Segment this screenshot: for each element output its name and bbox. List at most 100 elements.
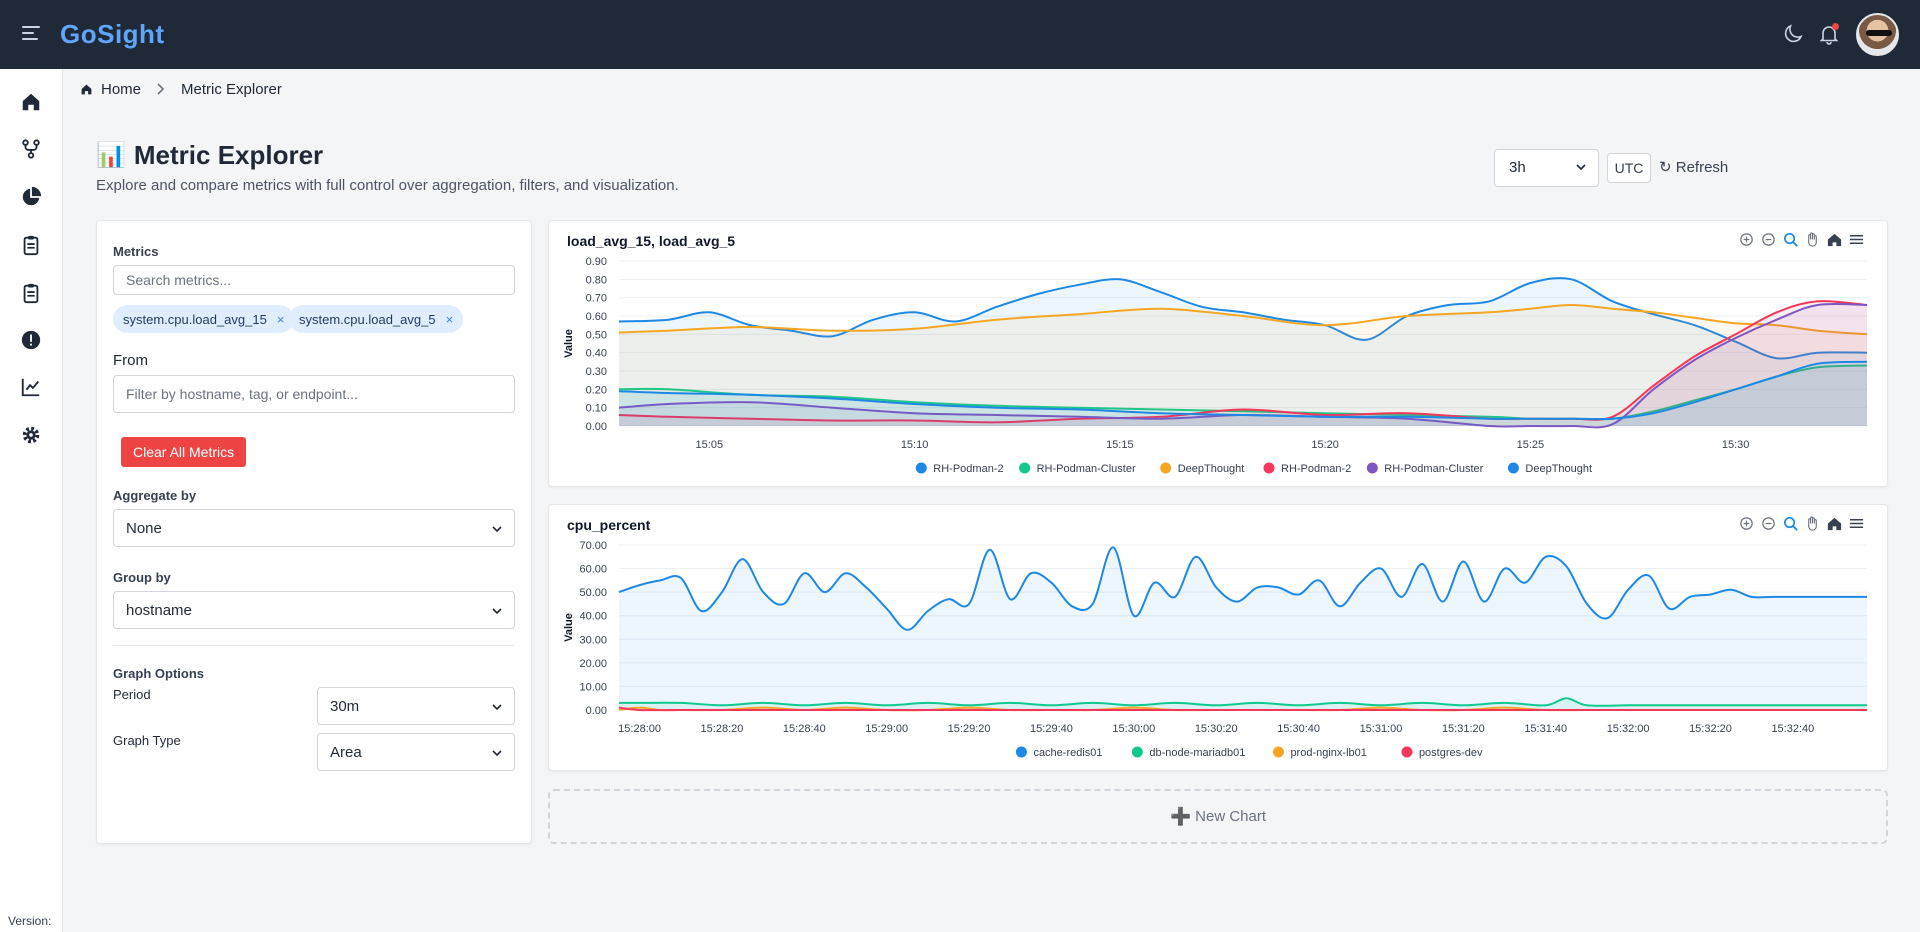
chevron-down-icon — [492, 750, 502, 757]
new-chart-button[interactable]: ➕ New Chart — [548, 789, 1888, 844]
time-range-value: 3h — [1509, 159, 1526, 176]
refresh-button[interactable]: ↻ Refresh — [1659, 159, 1729, 176]
series-area-1 — [619, 365, 1867, 426]
graph-type-select[interactable]: Area — [317, 733, 515, 771]
page-subtitle: Explore and compare metrics with full co… — [96, 177, 679, 194]
y-axis-label: Value — [563, 613, 575, 642]
pan-hand-icon[interactable] — [1804, 231, 1821, 248]
bell-icon[interactable] — [1817, 22, 1841, 46]
sidebar: Version: — [0, 69, 63, 932]
remove-chip-icon[interactable]: × — [445, 311, 454, 327]
legend-label: RH-Podman-2 — [1281, 463, 1351, 475]
x-tick-label: 15:29:20 — [948, 723, 991, 735]
cpu-percent-chart[interactable]: Value 0.00 10.00 20.00 30.00 40.00 50.00 60.00 7… — [549, 505, 1889, 772]
period-select[interactable]: 30m — [317, 687, 515, 725]
legend-marker — [1131, 746, 1143, 758]
y-tick-label: 0.10 — [586, 403, 607, 415]
time-range-select[interactable]: 3h — [1494, 149, 1599, 187]
menu-icon[interactable] — [22, 26, 40, 40]
clipboard-icon[interactable] — [20, 234, 44, 258]
y-tick-label: 20.00 — [579, 658, 607, 670]
chevron-down-icon — [492, 704, 502, 711]
gear-icon[interactable] — [20, 424, 44, 448]
chart-menu-icon[interactable] — [1848, 515, 1865, 532]
x-tick-label: 15:20 — [1311, 439, 1339, 451]
y-tick-label: 0.50 — [586, 329, 607, 341]
x-tick-label: 15:30:40 — [1277, 723, 1320, 735]
x-tick-label: 15:10 — [901, 439, 929, 451]
alert-icon[interactable] — [20, 329, 44, 353]
avatar[interactable] — [1856, 13, 1899, 56]
x-tick-label: 15:31:40 — [1524, 723, 1567, 735]
metric-chip: system.cpu.load_avg_15 × — [113, 305, 295, 333]
y-tick-label: 0.60 — [586, 311, 607, 323]
chart-title: cpu_percent — [567, 517, 651, 533]
legend-label: RH-Podman-Cluster — [1037, 463, 1136, 475]
y-tick-label: 0.30 — [586, 366, 607, 378]
zoom-out-icon[interactable] — [1760, 515, 1777, 532]
graph-options-label: Graph Options — [113, 666, 204, 681]
y-tick-label: 0.00 — [586, 705, 607, 717]
y-tick-label: 60.00 — [579, 564, 607, 576]
series-line-3 — [618, 706, 1867, 712]
from-filter-input[interactable]: Filter by hostname, tag, or endpoint... — [113, 375, 515, 413]
pie-chart-icon[interactable] — [20, 186, 44, 210]
pan-hand-icon[interactable] — [1804, 515, 1821, 532]
utc-toggle-button[interactable]: UTC — [1607, 153, 1651, 183]
reset-home-icon[interactable] — [1826, 231, 1843, 248]
line-chart-icon[interactable] — [20, 376, 44, 400]
zoom-in-icon[interactable] — [1738, 515, 1755, 532]
metrics-label: Metrics — [113, 244, 159, 259]
branch-icon[interactable] — [20, 138, 44, 162]
legend-marker — [915, 462, 927, 474]
group-by-select[interactable]: hostname — [113, 591, 515, 629]
y-tick-label: 40.00 — [579, 611, 607, 623]
selection-zoom-icon[interactable] — [1782, 231, 1799, 248]
search-metrics-input[interactable]: Search metrics... — [113, 265, 515, 295]
legend-label: db-node-mariadb01 — [1149, 747, 1245, 759]
series-line-0 — [618, 277, 1868, 360]
moon-icon[interactable] — [1781, 22, 1805, 46]
legend-marker — [1015, 746, 1027, 758]
aggregate-select[interactable]: None — [113, 509, 515, 547]
chevron-down-icon — [492, 608, 502, 615]
brand-logo[interactable]: GoSight — [60, 19, 165, 49]
series-line-5 — [618, 360, 1868, 421]
graph-type-value: Area — [330, 743, 362, 761]
series-line-0 — [618, 546, 1867, 631]
legend-label: RH-Podman-Cluster — [1384, 463, 1483, 475]
chevron-down-icon — [492, 526, 502, 533]
legend-marker — [1366, 462, 1378, 474]
y-tick-label: 0.20 — [586, 384, 607, 396]
x-tick-label: 15:31:00 — [1360, 723, 1403, 735]
aggregate-value: None — [126, 519, 162, 537]
series-area-5 — [619, 361, 1867, 426]
metric-chip-label: system.cpu.load_avg_15 — [123, 311, 267, 327]
reset-home-icon[interactable] — [1826, 515, 1843, 532]
home-icon[interactable] — [80, 83, 93, 96]
x-tick-label: 15:30:00 — [1112, 723, 1155, 735]
home-icon[interactable] — [20, 91, 44, 115]
chart-menu-icon[interactable] — [1848, 231, 1865, 248]
series-area-3 — [619, 301, 1867, 426]
plus-icon: ➕ — [1169, 806, 1192, 826]
zoom-out-icon[interactable] — [1760, 231, 1777, 248]
breadcrumb-home[interactable]: Home — [101, 81, 142, 98]
load-avg-chart[interactable]: Value 0.00 0.10 0.20 0.30 0.40 0.50 0.60 0.70 0.8… — [549, 221, 1889, 488]
legend-label: postgres-dev — [1419, 747, 1483, 759]
zoom-in-icon[interactable] — [1738, 231, 1755, 248]
graph-type-label: Graph Type — [113, 733, 181, 748]
y-axis-label: Value — [563, 329, 575, 358]
x-tick-label: 15:32:00 — [1607, 723, 1650, 735]
clear-all-metrics-button[interactable]: Clear All Metrics — [121, 437, 247, 467]
x-tick-label: 15:30 — [1722, 439, 1750, 451]
series-line-2 — [618, 303, 1868, 336]
chevron-down-icon — [1576, 164, 1586, 171]
notification-dot — [1832, 23, 1839, 30]
selection-zoom-icon[interactable] — [1782, 515, 1799, 532]
aggregate-label: Aggregate by — [113, 488, 197, 503]
breadcrumb-current: Metric Explorer — [181, 81, 282, 98]
remove-chip-icon[interactable]: × — [276, 311, 285, 327]
clipboard-list-icon[interactable] — [20, 282, 44, 306]
y-tick-label: 70.00 — [579, 540, 607, 552]
